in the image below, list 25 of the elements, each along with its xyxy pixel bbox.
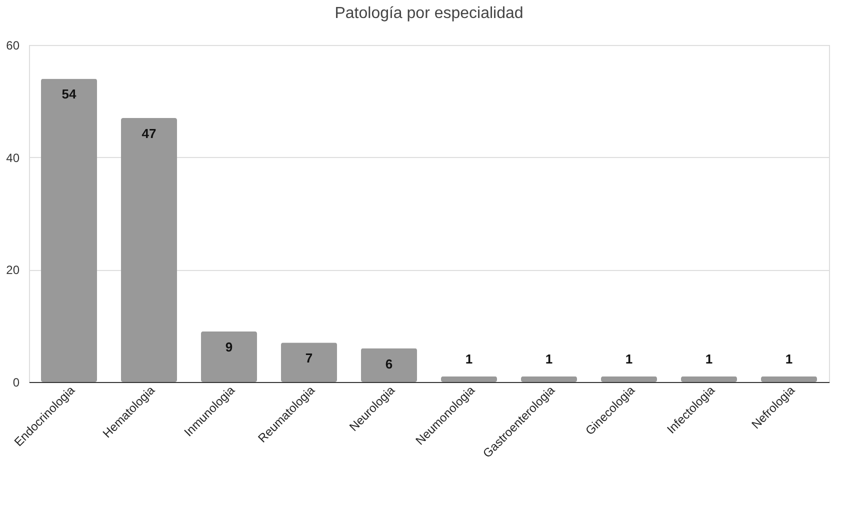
data-label: 47 [142, 126, 156, 142]
bar [41, 78, 97, 382]
data-label: 1 [625, 351, 633, 366]
bar [441, 376, 497, 382]
data-label: 1 [545, 351, 553, 366]
data-label: 7 [305, 350, 313, 366]
data-label: 9 [225, 339, 233, 354]
y-tick-label: 20 [6, 263, 20, 278]
y-tick-label: 0 [12, 376, 20, 390]
data-label: 1 [705, 351, 713, 366]
bar [281, 342, 337, 382]
y-tick-label: 60 [6, 38, 20, 52]
bar [761, 376, 817, 382]
bar [121, 118, 177, 382]
bar [361, 348, 417, 382]
y-tick-label: 40 [6, 150, 20, 165]
data-label: 1 [785, 351, 793, 366]
bar [681, 376, 737, 382]
data-label: 6 [385, 356, 393, 372]
bar [521, 376, 577, 382]
data-label: 54 [62, 86, 77, 102]
bar [201, 331, 257, 382]
chart-title: Patología por especialidad [334, 5, 524, 22]
data-label: 1 [465, 351, 473, 366]
bar [601, 376, 657, 382]
